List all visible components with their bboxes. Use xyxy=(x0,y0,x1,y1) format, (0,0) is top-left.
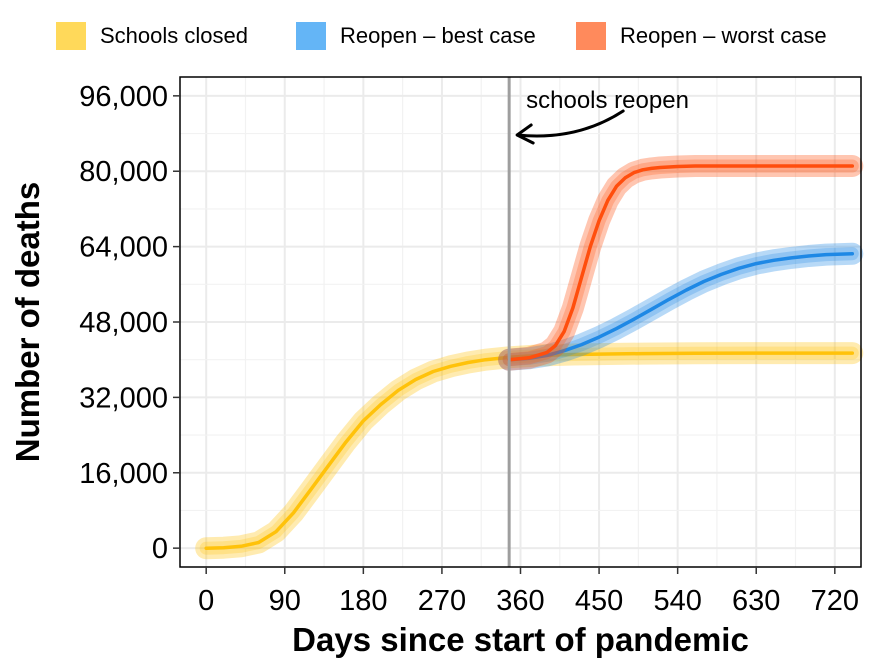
y-tick-label: 0 xyxy=(152,533,168,565)
legend-item-schools-closed: Schools closed xyxy=(56,22,248,50)
plot-area: schools reopen xyxy=(179,76,864,568)
x-tick-label: 720 xyxy=(811,585,859,617)
y-axis-title: Number of deaths xyxy=(9,182,46,463)
x-tick-label: 90 xyxy=(269,585,301,617)
x-tick-label: 360 xyxy=(496,585,544,617)
annotation-label: schools reopen xyxy=(526,87,689,114)
legend-label: Reopen – worst case xyxy=(620,23,827,48)
x-tick-label: 180 xyxy=(339,585,387,617)
grid-lines xyxy=(180,77,861,567)
y-tick-label: 16,000 xyxy=(79,458,168,490)
annotation: schools reopen xyxy=(515,87,689,145)
legend-label: Reopen – best case xyxy=(340,23,536,48)
x-tick-label: 270 xyxy=(418,585,466,617)
y-axis: 0 16,000 32,000 48,000 64,000 80,000 96,000 xyxy=(79,81,180,565)
series-line-reopen-worst-case xyxy=(507,164,855,362)
series-layer xyxy=(195,155,864,560)
x-tick-label: 0 xyxy=(198,585,214,617)
legend-swatch xyxy=(296,22,326,50)
y-tick-label: 96,000 xyxy=(79,81,168,113)
y-tick-label: 48,000 xyxy=(79,307,168,339)
y-tick-label: 64,000 xyxy=(79,232,168,264)
legend: Schools closed Reopen – best case Reopen –… xyxy=(56,22,827,50)
x-axis: 0 90 180 270 360 450 540 630 720 xyxy=(198,567,859,617)
annotation-arrow xyxy=(515,109,625,145)
x-tick-label: 450 xyxy=(575,585,623,617)
legend-item-reopen-best-case: Reopen – best case xyxy=(296,22,536,50)
legend-swatch xyxy=(576,22,606,50)
series-line-reopen-best-case xyxy=(507,251,855,362)
legend-swatch xyxy=(56,22,86,50)
legend-item-reopen-worst-case: Reopen – worst case xyxy=(576,22,827,50)
x-tick-label: 630 xyxy=(732,585,780,617)
series-line-schools-closed xyxy=(204,351,855,550)
legend-label: Schools closed xyxy=(100,23,248,48)
x-axis-title: Days since start of pandemic xyxy=(292,621,749,658)
y-tick-label: 80,000 xyxy=(79,156,168,188)
x-tick-label: 540 xyxy=(653,585,701,617)
y-tick-label: 32,000 xyxy=(79,382,168,414)
